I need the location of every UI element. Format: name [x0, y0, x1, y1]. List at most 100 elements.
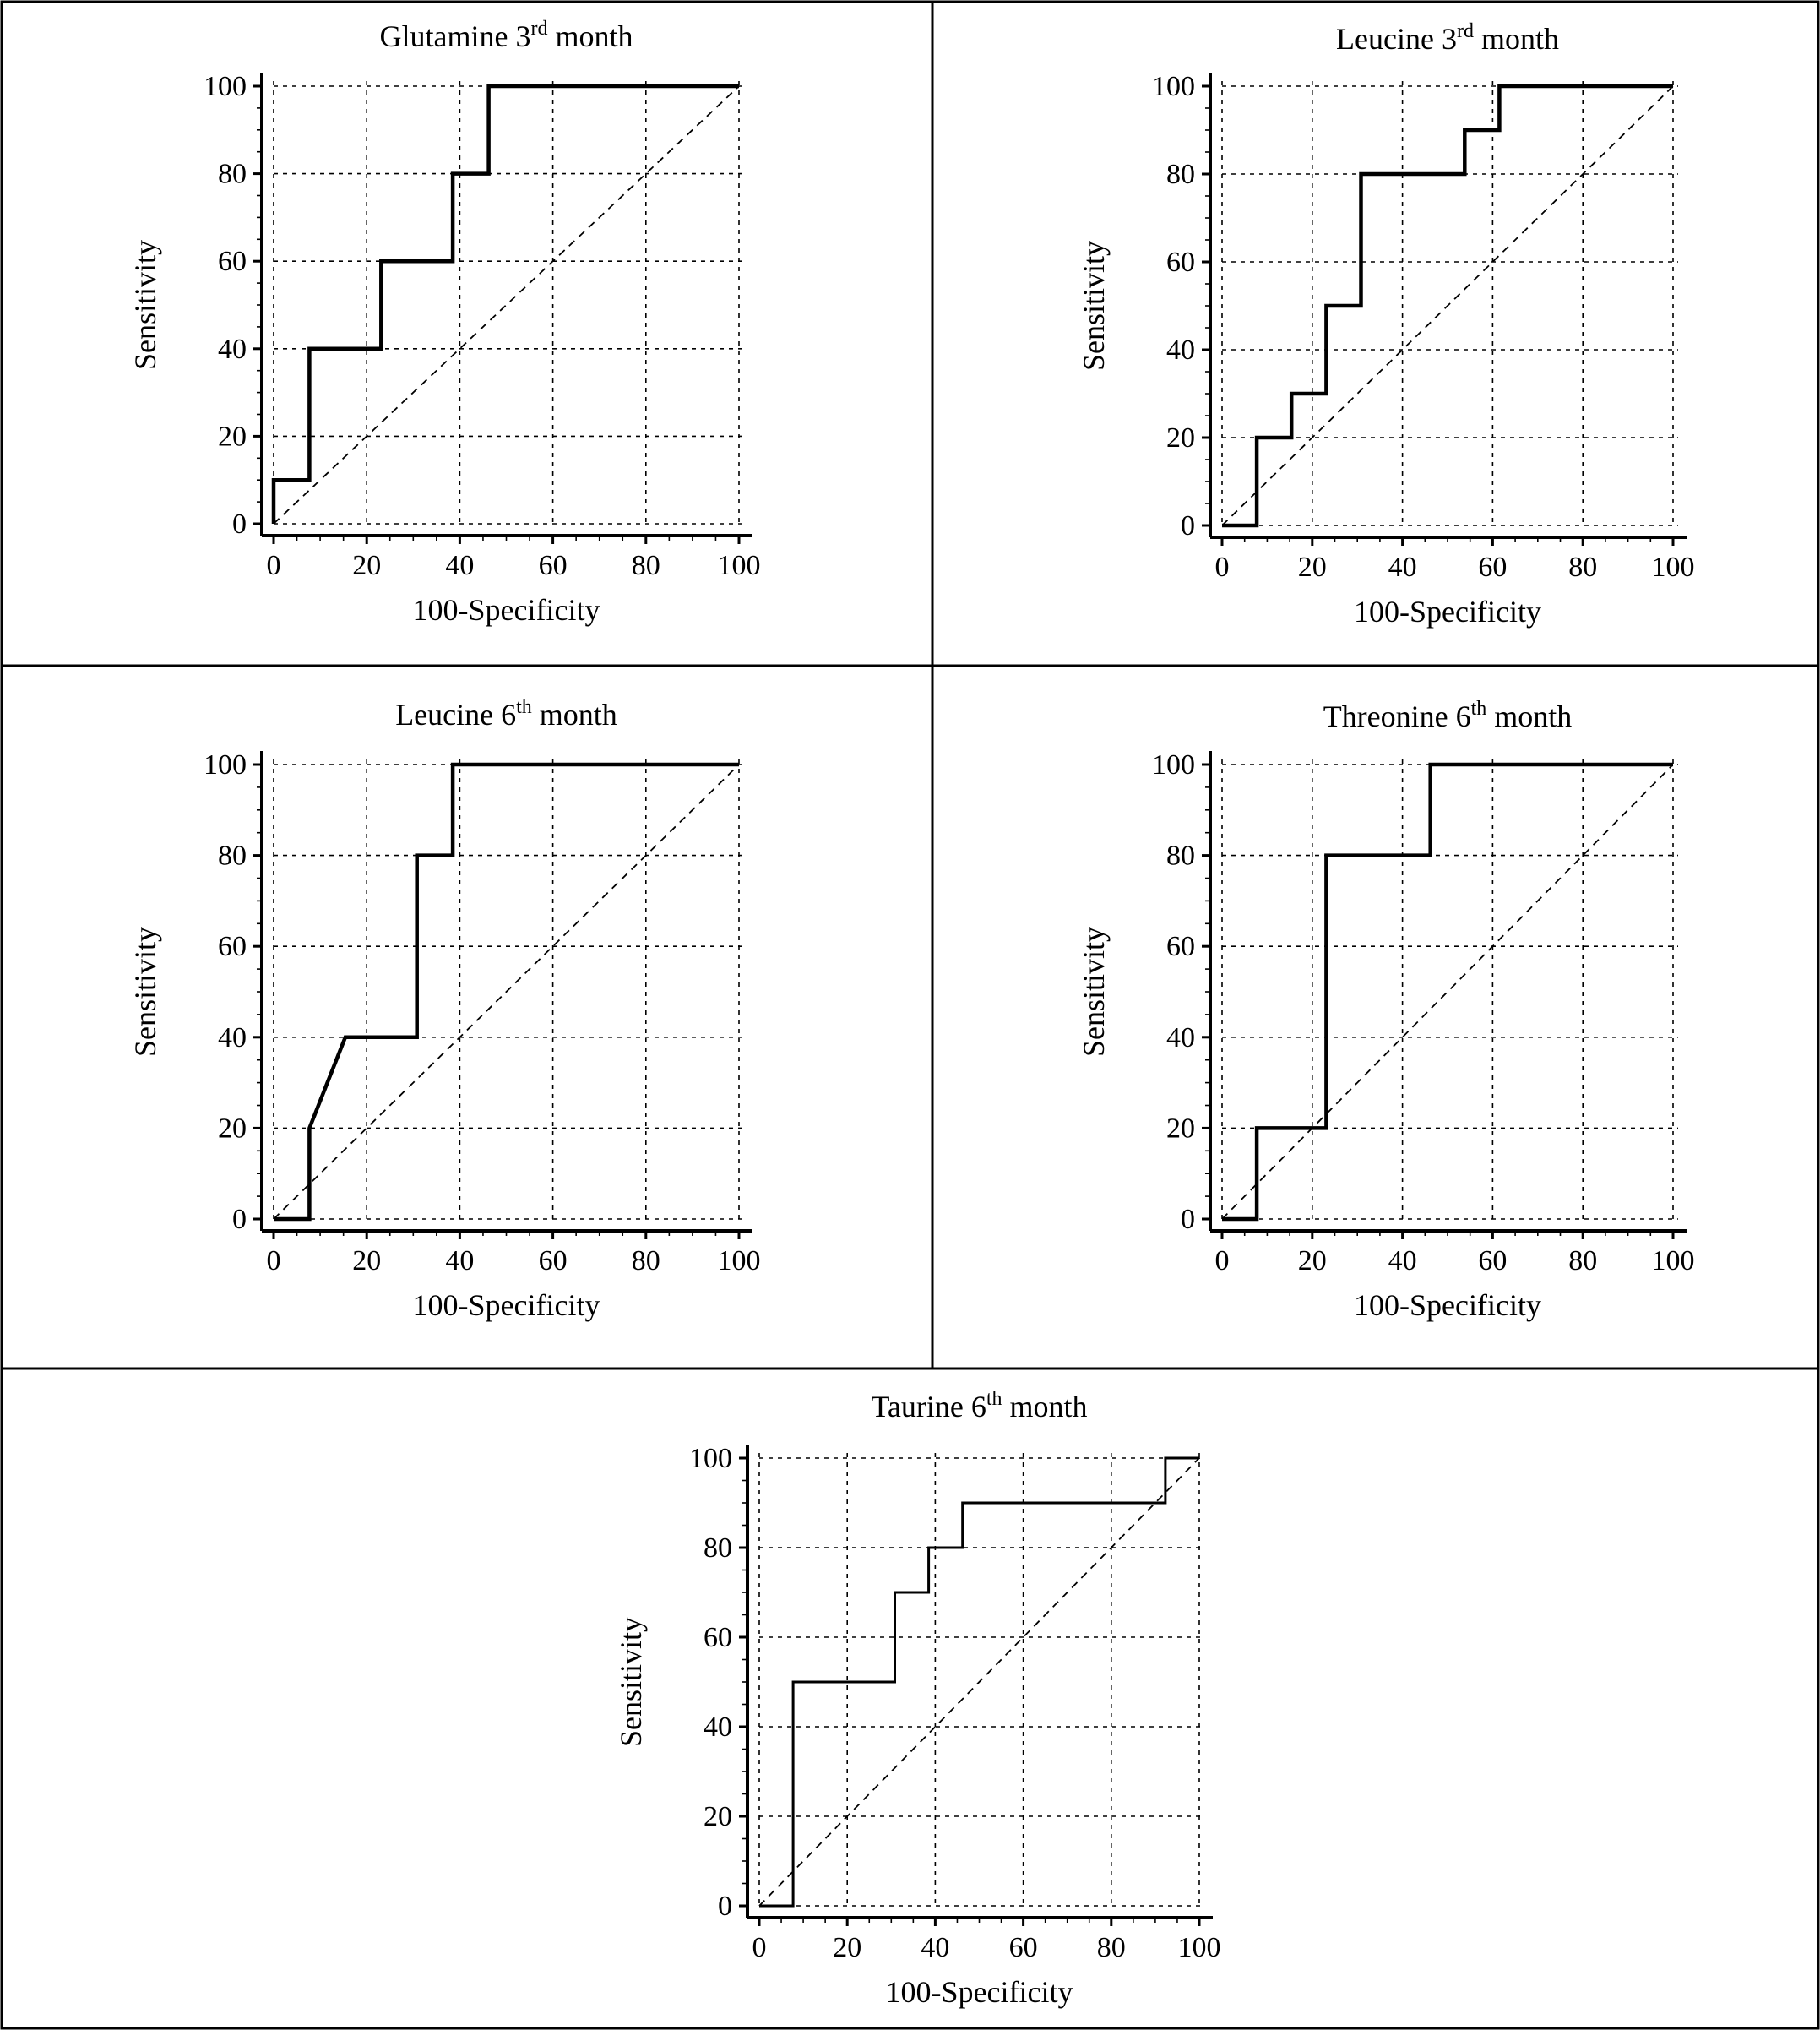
- y-tick-label: 40: [218, 334, 247, 365]
- chart-title: Glutamine 3rd month: [380, 18, 633, 53]
- y-tick-label: 60: [1166, 931, 1195, 962]
- x-tick-label: 0: [1215, 552, 1230, 583]
- x-tick-label: 60: [539, 1245, 568, 1276]
- y-tick-label: 100: [689, 1443, 732, 1474]
- charts-layer: 0 20 40 60 80 100 0 20 40 60 80 100 100-Specificity S…: [128, 18, 1695, 2009]
- x-tick-label: 20: [1298, 552, 1327, 583]
- chart-1: 0 20 40 60 80 100 0 20 40 60 80 100 100-Specificity S…: [128, 18, 761, 627]
- reference-diagonal: [1221, 764, 1674, 1220]
- y-tick-label: 80: [218, 159, 247, 190]
- y-tick-label: 20: [1166, 422, 1195, 454]
- y-tick-label: 60: [1166, 247, 1195, 278]
- y-axis-label: Sensitivity: [128, 927, 162, 1057]
- y-tick-label: 60: [218, 931, 247, 962]
- x-tick-label: 20: [833, 1932, 861, 1963]
- x-tick-label: 20: [1298, 1245, 1327, 1276]
- x-tick-label: 100: [1652, 552, 1695, 583]
- chart-title-main: Threonine 6: [1323, 699, 1471, 733]
- x-tick-label: 100: [718, 1245, 761, 1276]
- reference-diagonal: [273, 85, 740, 525]
- y-axis-label: Sensitivity: [128, 240, 162, 370]
- chart-5: 0 20 40 60 80 100 0 20 40 60 80 100 100-Specificity S…: [614, 1388, 1221, 2009]
- x-tick-label: 40: [921, 1932, 949, 1963]
- y-tick-label: 0: [1181, 1204, 1195, 1235]
- y-tick-label: 60: [218, 246, 247, 277]
- y-tick-label: 40: [218, 1022, 247, 1053]
- chart-title-superscript: rd: [530, 18, 547, 40]
- reference-diagonal: [273, 764, 740, 1220]
- chart-title-superscript: rd: [1457, 20, 1474, 42]
- y-tick-label: 20: [1166, 1113, 1195, 1144]
- x-tick-label: 60: [539, 550, 568, 581]
- chart-title: Leucine 3rd month: [1336, 20, 1559, 56]
- x-tick-label: 60: [1009, 1932, 1038, 1963]
- gridlines: [273, 81, 744, 525]
- x-tick-label: 100: [718, 550, 761, 581]
- x-axis-label: 100-Specificity: [1354, 595, 1541, 629]
- panel-border-5: [0, 1367, 1820, 2030]
- y-tick-label: 40: [1166, 335, 1195, 366]
- chart-2: 0 20 40 60 80 100 0 20 40 60 80 100 100-Specificity S…: [1077, 20, 1695, 629]
- x-tick-label: 40: [445, 1245, 474, 1276]
- x-tick-label: 80: [1568, 1245, 1597, 1276]
- y-tick-label: 60: [704, 1622, 732, 1653]
- x-tick-label: 0: [267, 1245, 281, 1276]
- gridlines: [758, 1453, 1204, 1907]
- chart-title-rest: month: [547, 19, 633, 53]
- reference-diagonal: [758, 1457, 1200, 1907]
- x-tick-label: 80: [632, 550, 660, 581]
- chart-title: Threonine 6th month: [1323, 698, 1573, 733]
- y-axis-label: Sensitivity: [1077, 241, 1111, 371]
- chart-4: 0 20 40 60 80 100 0 20 40 60 80 100 100-Specificity S…: [1077, 698, 1695, 1322]
- x-tick-label: 80: [632, 1245, 660, 1276]
- x-tick-label: 20: [352, 550, 381, 581]
- y-tick-label: 100: [204, 71, 247, 102]
- roc-curve-line: [1222, 762, 1673, 1222]
- x-axis-label: 100-Specificity: [886, 1975, 1073, 2009]
- y-tick-label: 0: [718, 1891, 732, 1922]
- x-axis-label: 100-Specificity: [1354, 1288, 1541, 1322]
- chart-title-main: Taurine 6: [871, 1390, 986, 1423]
- y-tick-label: 40: [1166, 1022, 1195, 1053]
- y-tick-label: 100: [1152, 71, 1195, 102]
- y-tick-label: 0: [232, 509, 247, 540]
- y-tick-label: 80: [704, 1532, 732, 1564]
- chart-title-superscript: th: [1471, 698, 1487, 720]
- x-tick-label: 80: [1568, 552, 1597, 583]
- y-axis-label: Sensitivity: [614, 1617, 648, 1747]
- chart-title-main: Glutamine 3: [380, 19, 531, 53]
- chart-title-superscript: th: [516, 696, 532, 718]
- x-tick-label: 40: [1388, 552, 1417, 583]
- chart-title-rest: month: [532, 698, 617, 732]
- y-tick-label: 40: [704, 1712, 732, 1743]
- roc-curve-line: [1222, 84, 1673, 528]
- x-tick-label: 100: [1652, 1245, 1695, 1276]
- y-tick-label: 0: [1181, 510, 1195, 542]
- x-axis-label: 100-Specificity: [413, 593, 600, 627]
- roc-curve-line: [759, 1456, 1199, 1908]
- chart-title-main: Leucine 3: [1336, 22, 1457, 56]
- y-tick-label: 0: [232, 1204, 247, 1235]
- y-tick-label: 20: [218, 1113, 247, 1144]
- y-axis-label: Sensitivity: [1077, 927, 1111, 1057]
- reference-diagonal: [1221, 85, 1674, 526]
- chart-title-main: Leucine 6: [395, 698, 516, 732]
- x-tick-label: 20: [352, 1245, 381, 1276]
- x-tick-label: 0: [267, 550, 281, 581]
- x-tick-label: 40: [1388, 1245, 1417, 1276]
- y-tick-label: 20: [704, 1801, 732, 1832]
- chart-title-superscript: th: [986, 1388, 1002, 1410]
- y-tick-label: 100: [1152, 749, 1195, 781]
- y-tick-label: 100: [204, 749, 247, 781]
- x-tick-label: 100: [1178, 1932, 1221, 1963]
- x-tick-label: 80: [1097, 1932, 1126, 1963]
- x-axis-label: 100-Specificity: [413, 1288, 600, 1322]
- x-tick-label: 0: [1215, 1245, 1230, 1276]
- x-tick-label: 60: [1478, 552, 1507, 583]
- y-tick-label: 80: [1166, 841, 1195, 872]
- chart-title-rest: month: [1486, 699, 1572, 733]
- x-tick-label: 0: [752, 1932, 767, 1963]
